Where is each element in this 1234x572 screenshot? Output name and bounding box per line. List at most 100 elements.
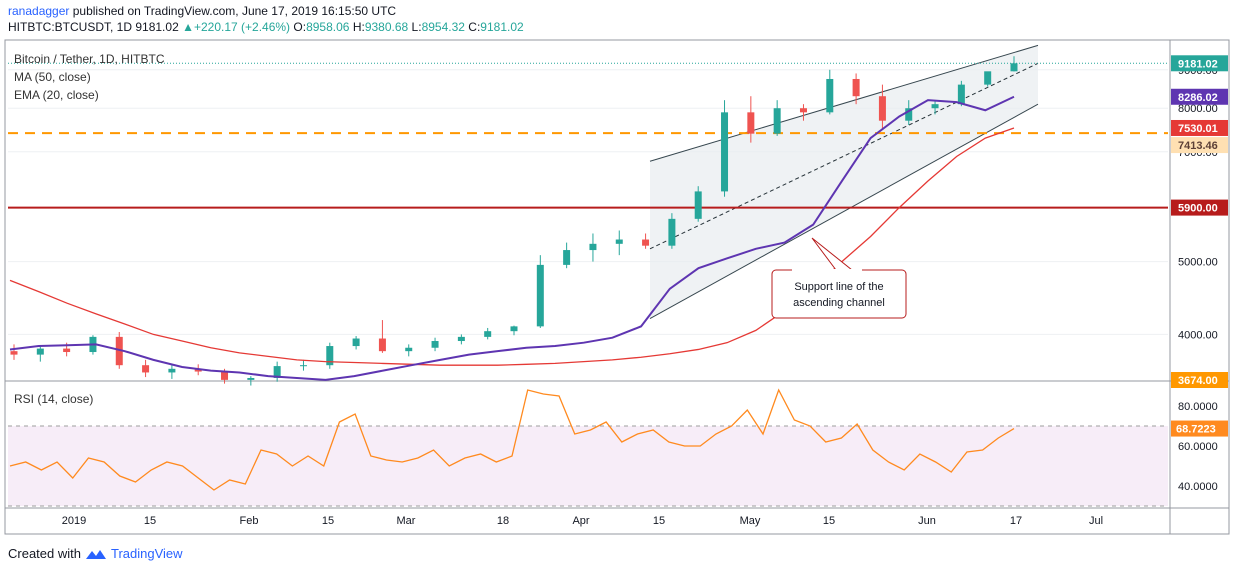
symbol-line: HITBTC:BTCUSDT, 1D 9181.02 ▲+220.17 (+2.…: [8, 20, 524, 34]
price-tick-label: 4000.00: [1178, 329, 1218, 341]
rsi-tick-label: 40.0000: [1178, 481, 1218, 493]
callout-line-1: Support line of the: [794, 281, 883, 293]
candle-body: [694, 191, 702, 219]
candle-body: [721, 112, 729, 192]
candle-body: [773, 108, 781, 134]
candle-body: [931, 104, 939, 109]
price-tag-bg: [1171, 88, 1228, 105]
candle-body: [168, 368, 176, 373]
price-tag-axis-bottom: 3674.00: [1178, 375, 1218, 387]
created-with-label: Created with: [8, 546, 81, 561]
author-link[interactable]: ranadagger: [8, 4, 70, 18]
rsi-legend: RSI (14, close): [14, 392, 94, 406]
time-tick-label: Jul: [1089, 515, 1103, 527]
tradingview-logo-icon: [85, 549, 106, 559]
time-tick-label: May: [740, 515, 761, 527]
callout-box: [771, 269, 907, 319]
candle-body: [299, 365, 307, 367]
ema-legend: EMA (20, close): [14, 88, 99, 102]
time-tick-label: Jun: [918, 515, 936, 527]
candle-body: [194, 368, 202, 372]
ema20-line: [9, 95, 1015, 381]
price-tag-bg: [1171, 137, 1228, 154]
candle-body: [615, 239, 623, 244]
high-label: H:: [352, 20, 365, 34]
callout-pointer: [811, 237, 854, 271]
candle-body: [799, 108, 807, 113]
publish-line: ranadagger published on TradingView.com,…: [8, 4, 396, 18]
candle-body: [747, 112, 755, 134]
price-tick-label: 5000.00: [1178, 257, 1218, 269]
candle-body: [957, 84, 965, 105]
price-tag-resistance: 5900.00: [1178, 203, 1218, 215]
footer: Created with TradingView: [8, 546, 183, 561]
candle-body: [142, 365, 150, 373]
high-value: 9380.68: [364, 20, 409, 34]
candle-body: [10, 351, 18, 355]
price-tag-ma: 7530.01: [1178, 123, 1218, 135]
open-value: 8958.06: [306, 20, 350, 34]
time-tick-label: 2019: [62, 515, 86, 527]
price-tag-bg: [1171, 199, 1228, 216]
callout-line-2: ascending channel: [793, 297, 885, 309]
price-tick-label: 8000.00: [1178, 103, 1218, 115]
price-tag-support: 7413.46: [1178, 140, 1218, 152]
candle-body: [63, 348, 71, 353]
price-change: +220.17 (+2.46%): [193, 20, 291, 34]
symbol-name: HITBTC:BTCUSDT, 1D: [8, 20, 133, 34]
rsi-tag-bg: [1171, 420, 1228, 437]
candle-body: [642, 239, 650, 246]
time-tick-label: Apr: [572, 515, 589, 527]
candle-body: [247, 378, 255, 380]
candle-body: [510, 326, 518, 332]
candle-body: [36, 348, 44, 355]
chart-frame: [4, 39, 1230, 535]
tradingview-brand[interactable]: TradingView: [110, 546, 183, 561]
price-tag-bg: [1171, 372, 1228, 388]
candle-body: [484, 331, 492, 337]
candle-body: [1010, 63, 1018, 72]
time-tick-label: 15: [322, 515, 334, 527]
channel-fill: [650, 45, 1038, 319]
close-label: C:: [468, 20, 481, 34]
close-value: 9181.02: [480, 20, 524, 34]
candle-body: [905, 108, 913, 121]
candle-body: [984, 71, 992, 85]
ma-legend: MA (50, close): [14, 70, 91, 84]
price-tag-last: 9181.02: [1178, 58, 1218, 70]
price-tag-bg: [1171, 55, 1228, 72]
candle-body: [221, 371, 229, 380]
candle-body: [405, 347, 413, 352]
candle-body: [878, 96, 886, 121]
candle-body: [326, 346, 334, 366]
low-label: L:: [411, 20, 422, 34]
open-label: O:: [293, 20, 307, 34]
candle-body: [378, 338, 386, 352]
candle-body: [457, 336, 465, 342]
candle-body: [826, 78, 834, 113]
time-tick-label: 15: [823, 515, 835, 527]
last-price: 9181.02: [135, 20, 179, 34]
candle-body: [852, 78, 860, 97]
candle-body: [431, 341, 439, 348]
channel-middle-line: [649, 62, 1039, 250]
rsi-tick-label: 80.0000: [1178, 401, 1218, 413]
rsi-band: [8, 426, 1168, 506]
rsi-last-value: 68.7223: [1176, 424, 1216, 436]
candle-body: [273, 366, 281, 378]
rsi-line: [9, 388, 1015, 491]
time-tick-label: 15: [144, 515, 156, 527]
time-tick-label: 17: [1010, 515, 1022, 527]
candle-body: [589, 243, 597, 251]
price-tag-bg: [1171, 119, 1228, 136]
channel-upper-line: [649, 44, 1039, 162]
candle-body: [115, 336, 123, 366]
rsi-tick-label: 60.0000: [1178, 441, 1218, 453]
chart-title: Bitcoin / Tether, 1D, HITBTC: [14, 52, 165, 66]
channel-support-line: [649, 103, 1039, 319]
up-arrow-icon: ▲: [182, 20, 194, 34]
price-tag-ema: 8286.02: [1178, 92, 1218, 104]
candle-body: [536, 264, 544, 327]
callout-joint: [792, 269, 862, 272]
